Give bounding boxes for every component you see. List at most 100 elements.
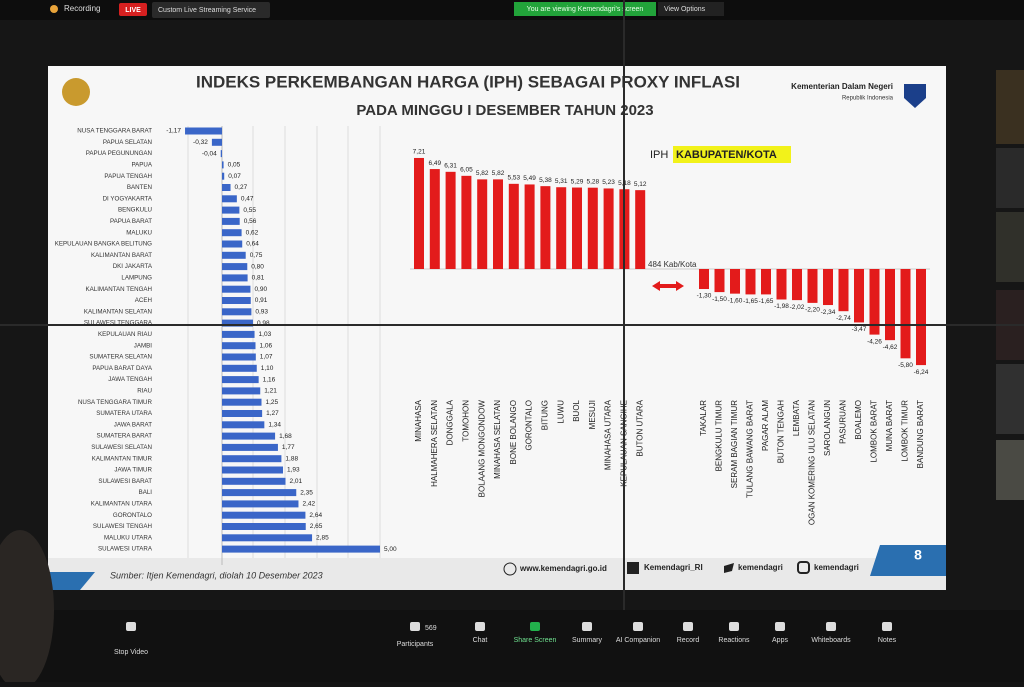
bar [854, 269, 864, 323]
live: LIVE [125, 7, 141, 14]
category-label: MESUJI [588, 400, 597, 429]
toolbar-button[interactable] [807, 612, 855, 658]
bar [222, 172, 225, 180]
facebook-icon [627, 562, 639, 574]
toolbar-icon [582, 622, 592, 631]
value-label: 0,91 [255, 297, 268, 304]
value-label: 1,34 [268, 422, 281, 429]
value-label: 5,53 [507, 175, 520, 182]
bar [222, 410, 263, 417]
toolbar-button[interactable] [563, 612, 611, 658]
value-label: -3,47 [852, 326, 867, 333]
value-label: -1,50 [712, 296, 727, 303]
bar [222, 500, 299, 508]
bar [222, 455, 282, 463]
toolbar-icon [530, 622, 540, 631]
value-label: 5,00 [384, 546, 397, 553]
value-label: 2,35 [300, 489, 313, 496]
highlight [673, 146, 791, 163]
category-label: SULAWESI TENGAH [93, 523, 152, 530]
value-label: 0,47 [241, 196, 254, 203]
toolbar-button[interactable] [710, 612, 758, 658]
category-label: BENGKULU [118, 207, 152, 214]
bar [445, 171, 456, 269]
bar [211, 138, 222, 146]
toolbar-button[interactable] [456, 612, 504, 658]
value-label: 1,06 [259, 342, 272, 349]
category-label: HALMAHERA SELATAN [430, 400, 439, 487]
bar [222, 217, 240, 225]
view-options-button[interactable] [658, 2, 724, 16]
bar [556, 187, 567, 269]
value-label: -1,30 [697, 293, 712, 300]
bar [730, 269, 740, 294]
toolbar-label: Chat [473, 637, 488, 644]
bar [185, 127, 222, 135]
category-label: GORONTALO [113, 512, 152, 519]
category-label: TOMOHON [462, 400, 471, 442]
ministry-logo [904, 84, 926, 108]
bar [222, 387, 261, 395]
toolbar-button[interactable] [614, 612, 662, 658]
value-label: 1,25 [266, 399, 279, 406]
person [0, 530, 54, 687]
value-label: 5,82 [492, 170, 505, 177]
value-label: 1,03 [259, 331, 272, 338]
bar [222, 398, 262, 406]
toolbar-button[interactable] [391, 612, 439, 658]
category-label: ACEH [135, 297, 152, 304]
bar [885, 269, 895, 341]
value-label: 1,27 [266, 410, 279, 417]
category-label: SUMATERA BARAT [97, 433, 153, 440]
bar [572, 187, 582, 269]
category-label: KEPULAUAN BANGKA BELITUNG [55, 241, 152, 248]
category-label: DI YOGYAKARTA [103, 195, 153, 202]
toolbar-label: Summary [572, 637, 602, 644]
category-label: JAWA BARAT [114, 421, 152, 428]
toolbar-label: AI Companion [616, 637, 660, 644]
toolbar-label: Record [677, 637, 700, 644]
category-label: BALI [139, 489, 153, 496]
category-label: SULAWESI TENGGARA [84, 320, 153, 327]
toolbar-button[interactable] [863, 612, 911, 658]
category-label: JAWA TENGAH [108, 376, 152, 383]
republic: Republik Indonesia [842, 96, 894, 102]
toolbar-button[interactable] [664, 612, 712, 658]
category-label: RIAU [137, 388, 152, 395]
bar [761, 269, 771, 295]
category-label: BITUNG [541, 400, 550, 430]
bar [222, 319, 253, 327]
web-icon [503, 562, 517, 576]
category-label: OGAN KOMERING ULU SELATAN [808, 400, 817, 525]
toolbar-button[interactable] [511, 612, 559, 658]
value-label: 0,80 [251, 263, 264, 270]
live-badge[interactable] [119, 3, 147, 16]
bar [414, 157, 424, 269]
bar [222, 342, 256, 350]
stream: Custom Live Streaming Service [158, 7, 256, 14]
value-label: 1,88 [285, 455, 298, 462]
bar [900, 269, 911, 359]
value-label: 2,42 [302, 501, 315, 508]
value-label: -0,32 [193, 139, 208, 146]
toolbar [0, 610, 1024, 682]
bar [222, 432, 276, 440]
bar [222, 477, 286, 485]
bar [603, 188, 614, 269]
value-label: -6,24 [914, 369, 929, 376]
bar [792, 269, 802, 301]
category-label: LEMBATA [792, 399, 801, 436]
twitter-icon [724, 563, 734, 573]
category-label: KALIMANTAN UTARA [91, 501, 153, 508]
value-label: 1,77 [282, 444, 295, 451]
value-label: 0,07 [228, 173, 241, 180]
toolbar-button[interactable] [756, 612, 804, 658]
toolbar-label: Stop Video [114, 649, 148, 656]
value-label: -2,34 [821, 309, 836, 316]
category-label: SUMATERA UTARA [96, 410, 153, 417]
value-label: -1,65 [759, 298, 774, 305]
value-label: 5,38 [539, 177, 552, 184]
value-label: 0,56 [244, 218, 257, 225]
stream-menu[interactable] [152, 2, 270, 18]
